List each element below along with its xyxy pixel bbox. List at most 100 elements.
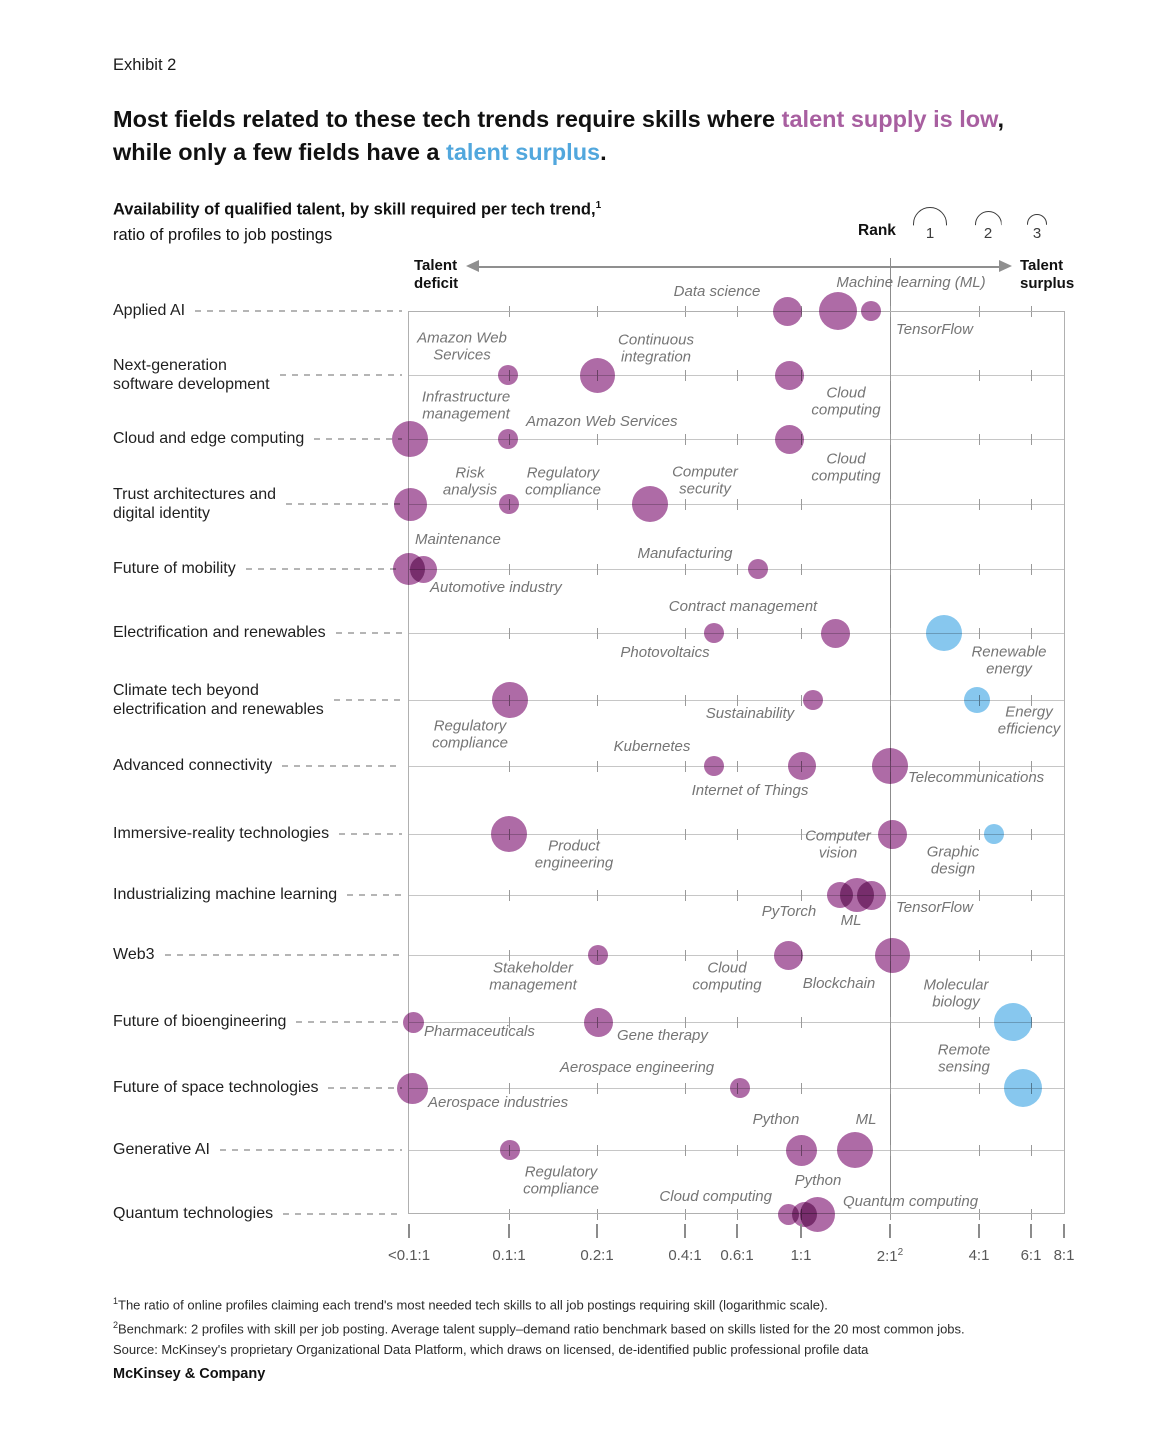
grid-tick	[890, 1209, 891, 1220]
bubble-risk-analysis	[393, 487, 427, 521]
trend-label: Future of bioengineering	[113, 1013, 287, 1031]
grid-tick	[509, 628, 510, 639]
bubble-label-gene-therapy: Gene therapy	[617, 1026, 708, 1044]
leader-dashes	[328, 1087, 402, 1089]
bubble-label-pharmaceuticals: Pharmaceuticals	[424, 1022, 535, 1040]
grid-tick	[890, 499, 891, 510]
bubble-label-product-engineering: Product engineering	[534, 837, 614, 871]
grid-tick	[1031, 628, 1032, 639]
trend-label: Trust architectures and digital identity	[113, 485, 277, 523]
grid-tick	[597, 1209, 598, 1220]
bubble-label-python: Python	[752, 1110, 800, 1128]
grid-tick	[979, 628, 980, 639]
bubble-label-molecular-biology: Molecular biology	[923, 976, 989, 1010]
bubble-blockchain	[874, 937, 910, 973]
grid-tick	[801, 1083, 802, 1094]
trend-row-climate-tech-beyond: Climate tech beyond electrification and …	[113, 676, 408, 724]
row-line	[408, 1150, 1065, 1151]
grid-tick	[1031, 695, 1032, 706]
grid-tick	[685, 499, 686, 510]
trend-label: Immersive-reality technologies	[113, 825, 330, 843]
direction-axis-line	[479, 266, 1000, 268]
bubble-tensorflow	[856, 880, 886, 910]
bubble-amazon-web-services	[498, 429, 518, 449]
bubble-label-internet-of-things: Internet of Things	[691, 781, 809, 799]
trend-row-future-of-bioengineering: Future of bioengineering	[113, 998, 408, 1046]
bubble-continuous-integration	[579, 357, 615, 393]
exhibit-label: Exhibit 2	[113, 56, 177, 74]
x-axis-tick-label: 4:1	[968, 1247, 990, 1264]
bubble-telecommunications	[872, 748, 908, 784]
subtitle-regular: ratio of profiles to job postings	[113, 225, 333, 244]
grid-tick	[737, 1145, 738, 1156]
row-line	[408, 1022, 1065, 1023]
bubble-label-energy-efficiency: Energy efficiency	[997, 703, 1061, 737]
grid-tick	[801, 829, 802, 840]
grid-tick	[979, 1017, 980, 1028]
grid-tick	[801, 695, 802, 706]
bubble-regulatory-compliance	[492, 682, 528, 718]
trend-label: Future of mobility	[113, 560, 236, 578]
trend-label: Future of space technologies	[113, 1079, 319, 1097]
grid-tick	[509, 564, 510, 575]
leader-dashes	[286, 503, 402, 505]
footnote-line-2: 2Benchmark: 2 profiles with skill per jo…	[113, 1320, 965, 1337]
bubble-label-computer-security: Computer security	[672, 463, 738, 497]
grid-tick	[801, 890, 802, 901]
bubble-renewable-energy	[926, 615, 962, 651]
trend-row-future-of-mobility: Future of mobility	[113, 545, 408, 593]
leader-dashes	[314, 438, 402, 440]
trend-label: Web3	[113, 946, 155, 964]
grid-tick	[890, 564, 891, 575]
grid-tick	[597, 434, 598, 445]
leader-dashes	[333, 699, 402, 701]
title-segment-purple: talent supply is low	[781, 106, 998, 132]
grid-tick	[597, 628, 598, 639]
leader-dashes	[195, 310, 402, 312]
grid-tick	[737, 761, 738, 772]
title-segment-blue: talent surplus	[446, 139, 601, 165]
trend-row-electrification-and-renewables: Electrification and renewables	[113, 609, 408, 657]
bubble-data-science	[772, 296, 802, 326]
bubble-regulatory-compliance	[500, 1140, 520, 1160]
row-line	[408, 955, 1065, 956]
company-logo-text: McKinsey & Company	[113, 1366, 266, 1382]
leader-dashes	[347, 894, 402, 896]
title-segment-black: , while only a few fields have a	[113, 106, 1005, 165]
grid-tick	[979, 564, 980, 575]
trend-row-generative-ai: Generative AI	[113, 1126, 408, 1174]
title-segment-black: .	[600, 139, 607, 165]
grid-tick	[737, 1017, 738, 1028]
row-line	[408, 700, 1065, 701]
bubble-label-computer-vision: Computer vision	[805, 827, 871, 861]
bubble-label-infrastructure-management: Infrastructure management	[421, 388, 511, 422]
x-axis-tick	[800, 1224, 802, 1238]
grid-tick	[890, 434, 891, 445]
bubble-label-graphic-design: Graphic design	[926, 843, 980, 877]
footnote-marker: 2	[113, 1320, 119, 1331]
benchmark-footnote-marker: 2	[897, 1247, 904, 1258]
bubble-automotive-industry	[409, 555, 437, 583]
bubble-label-automotive-industry: Automotive industry	[430, 578, 562, 596]
grid-tick	[597, 1083, 598, 1094]
benchmark-line	[890, 258, 891, 1214]
row-line	[408, 439, 1065, 440]
rank-3-number: 3	[1032, 225, 1042, 242]
grid-tick	[801, 1017, 802, 1028]
bubble-label-data-science: Data science	[673, 282, 761, 300]
trend-label: Cloud and edge computing	[113, 430, 305, 448]
bubble-label-quantum-computing: Quantum computing	[843, 1192, 979, 1210]
bubble-python	[785, 1134, 817, 1166]
bubble-label-remote-sensing: Remote sensing	[937, 1041, 991, 1075]
grid-tick	[1031, 564, 1032, 575]
x-axis-tick-label: 1:1	[790, 1247, 812, 1264]
grid-tick	[509, 1083, 510, 1094]
bubble-sustainability	[803, 690, 823, 710]
grid-tick	[685, 1209, 686, 1220]
trend-row-industrializing-machine-learning: Industrializing machine learning	[113, 871, 408, 919]
rank-2-number: 2	[983, 225, 993, 242]
grid-tick	[597, 499, 598, 510]
trend-row-web3: Web3	[113, 931, 408, 979]
x-axis-tick	[889, 1224, 891, 1238]
